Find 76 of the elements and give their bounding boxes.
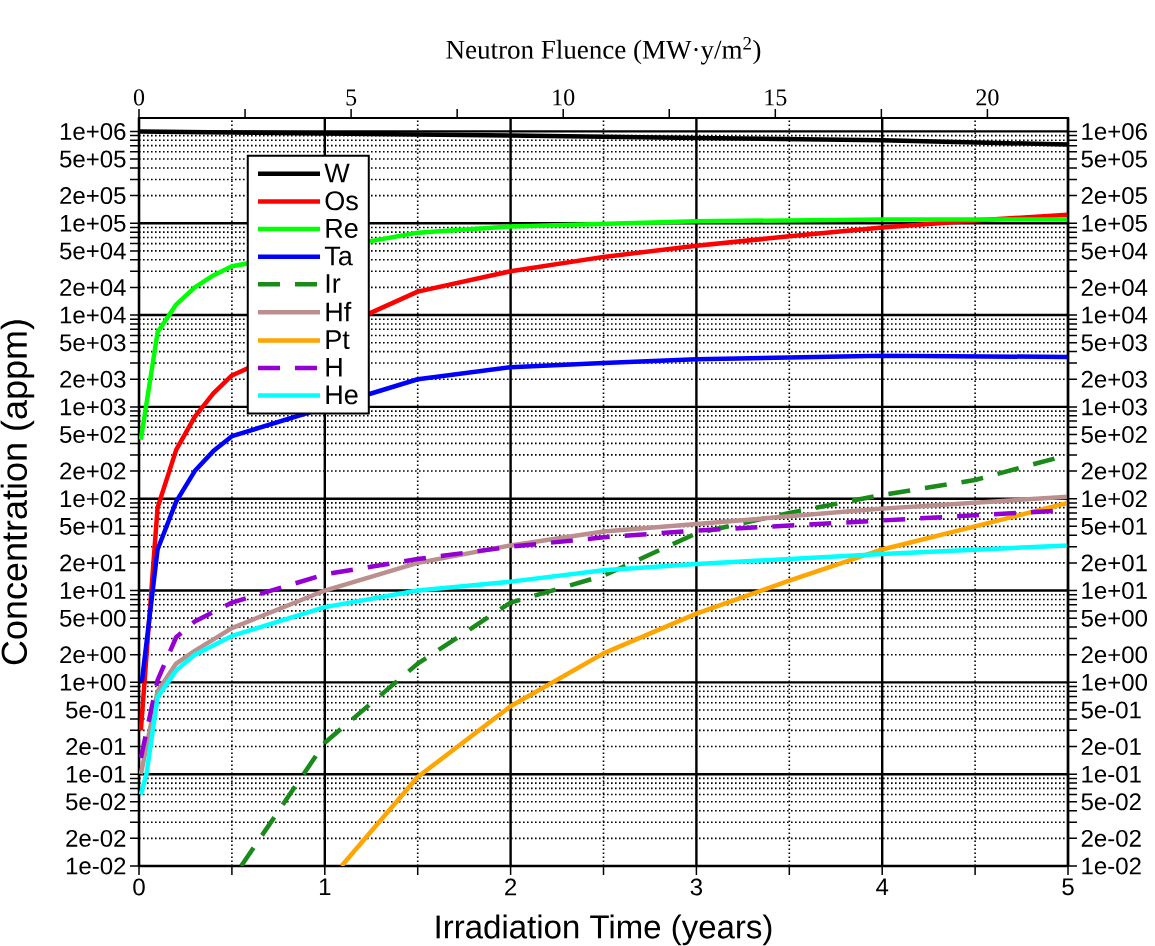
legend-label: Os (325, 191, 358, 211)
text: 1e+01 (60, 582, 126, 600)
text: 2e+00 (60, 646, 126, 664)
y-tick-label: 1e-01 (1082, 765, 1141, 783)
text: 5e+03 (60, 334, 126, 352)
line-series (139, 353, 1069, 685)
y-tick-label: 1e+01 (1082, 582, 1147, 600)
legend-label: Re (326, 219, 358, 238)
text: 1e+04 (60, 306, 126, 324)
y-tick-label: 2e-02 (1081, 829, 1141, 847)
y-tick-label: 1e+00 (1082, 673, 1147, 691)
text: 1e+00 (60, 673, 126, 691)
y-tick-label: 1e+06 (1082, 122, 1147, 140)
text: 2e-02 (66, 829, 126, 847)
y-tick-label: 2e+02 (1081, 462, 1147, 480)
y-tick-label: 5e-02 (1081, 793, 1141, 811)
text: 2e+04 (60, 278, 126, 296)
text: 2e+03 (60, 370, 126, 388)
line-series (139, 543, 1069, 797)
y-tick-label: 2e+01 (1081, 554, 1147, 572)
y-tick-label: 2e+04 (1081, 278, 1148, 296)
text: 1e-02 (66, 857, 126, 875)
text: 2e+05 (60, 187, 126, 205)
y-axis-title: Concentration (appm) (0, 320, 35, 665)
legend-label: Ta (324, 246, 353, 266)
y-tick-label: 1e+02 (1082, 490, 1147, 508)
text: 5e+00 (60, 609, 126, 627)
y-tick-label: 1e-02 (1082, 857, 1141, 875)
text: 2e-01 (66, 738, 126, 756)
x-tick-label: 3 (690, 878, 703, 896)
x2-tick-label: 0 (133, 89, 145, 106)
text: 1e+03 (60, 398, 126, 416)
x2-axis-title: Neutron Fluence (MW·y/m$^{2}$) (446, 37, 761, 65)
x-tick-label: 0 (133, 878, 145, 896)
text: 5e+02 (60, 426, 126, 444)
x-tick-label: 1 (319, 878, 331, 896)
y-tick-label: 2e-01 (1081, 738, 1141, 756)
y-tick-label: 1e+04 (1082, 306, 1148, 324)
y-tick-label: 1e+03 (1082, 398, 1147, 416)
x2-tick-label: 5 (346, 89, 357, 106)
x2-tick-label: 15 (765, 89, 787, 106)
y-tick-label: 5e+02 (1081, 426, 1147, 444)
line-series (339, 500, 1069, 866)
y-tick-label: 5e+01 (1081, 517, 1147, 535)
text: 5e+05 (60, 150, 126, 168)
text: 1e+02 (60, 490, 126, 508)
y-tick-label: 5e+00 (1081, 609, 1147, 627)
y-tick-label: 5e+04 (1081, 242, 1148, 260)
legend-label: W (324, 163, 350, 183)
text: 5e+04 (60, 242, 126, 260)
legend-label: Ir (326, 274, 341, 293)
text: 1e-01 (66, 765, 126, 783)
y-tick-label: 5e-01 (1081, 701, 1141, 719)
legend-label: He (326, 385, 358, 405)
text: 5e+01 (60, 517, 126, 535)
x-tick-label: 2 (505, 878, 517, 896)
y-tick-label: 2e+03 (1081, 370, 1147, 388)
text: 2e+02 (60, 462, 126, 480)
text: 5e-01 (66, 701, 126, 719)
y-tick-label: 5e+03 (1081, 334, 1147, 352)
text: 5e-02 (66, 793, 126, 811)
x-axis-title: Irradiation Time (years) (436, 914, 772, 946)
legend-label: Pt (326, 330, 350, 350)
y-tick-label: 5e+05 (1081, 150, 1147, 168)
x-tick-label: 5 (1062, 878, 1074, 896)
x2-tick-label: 10 (553, 89, 575, 106)
y-tick-label: 1e+05 (1082, 214, 1147, 232)
text: 1e+06 (60, 122, 126, 140)
legend-label: Hf (326, 301, 352, 322)
x2-tick-label: 20 (976, 89, 999, 106)
x-tick-label: 4 (876, 878, 889, 896)
y-tick-label: 2e+00 (1081, 646, 1147, 664)
legend-label: H (326, 357, 342, 377)
text: 1e+05 (60, 214, 126, 232)
text: 2e+01 (60, 554, 126, 572)
y-tick-label: 2e+05 (1081, 187, 1147, 205)
